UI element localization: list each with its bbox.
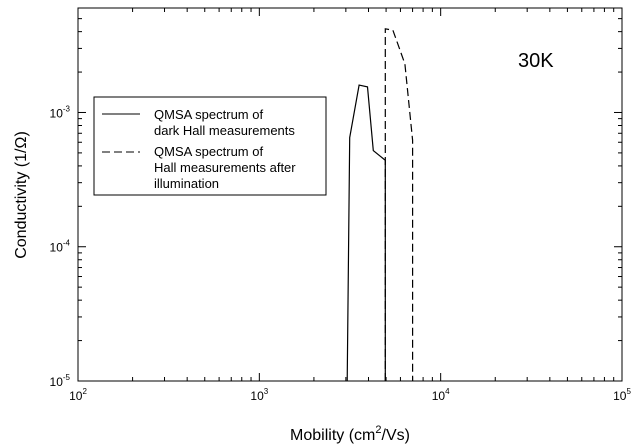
- series-2-dashed-line: [384, 28, 414, 381]
- series-1-solid-line: [346, 84, 386, 382]
- x-tick-label: 104: [432, 387, 450, 403]
- legend-box: [93, 96, 327, 196]
- legend-entry-2-line-3: illumination: [154, 176, 219, 191]
- y-tick-label: 10-4: [50, 239, 71, 255]
- x-tick-label: 102: [69, 387, 87, 403]
- legend-entry-1-line-2: dark Hall measurements: [154, 123, 295, 138]
- data-series: [346, 28, 414, 382]
- legend-entry-2-line-2: Hall measurements after: [154, 160, 296, 175]
- legend: QMSA spectrum of dark Hall measurements …: [93, 96, 327, 196]
- y-tick-label: 10-3: [50, 104, 71, 120]
- x-tick-label: 103: [250, 387, 268, 403]
- legend-entry-1-line-1: QMSA spectrum of: [154, 107, 263, 122]
- axis-ticks: 102 103 104 105 10-5 10-4 10-3: [50, 7, 631, 403]
- x-tick-label: 105: [613, 387, 631, 403]
- y-axis-label: Conductivity (1/Ω): [13, 131, 30, 259]
- y-tick-label: 10-5: [50, 373, 71, 389]
- x-axis-label: Mobility (cm2/Vs): [290, 424, 410, 444]
- annotation-30k: 30K: [518, 50, 554, 72]
- plot-frame: [77, 7, 623, 382]
- legend-entry-2-line-1: QMSA spectrum of: [154, 144, 263, 159]
